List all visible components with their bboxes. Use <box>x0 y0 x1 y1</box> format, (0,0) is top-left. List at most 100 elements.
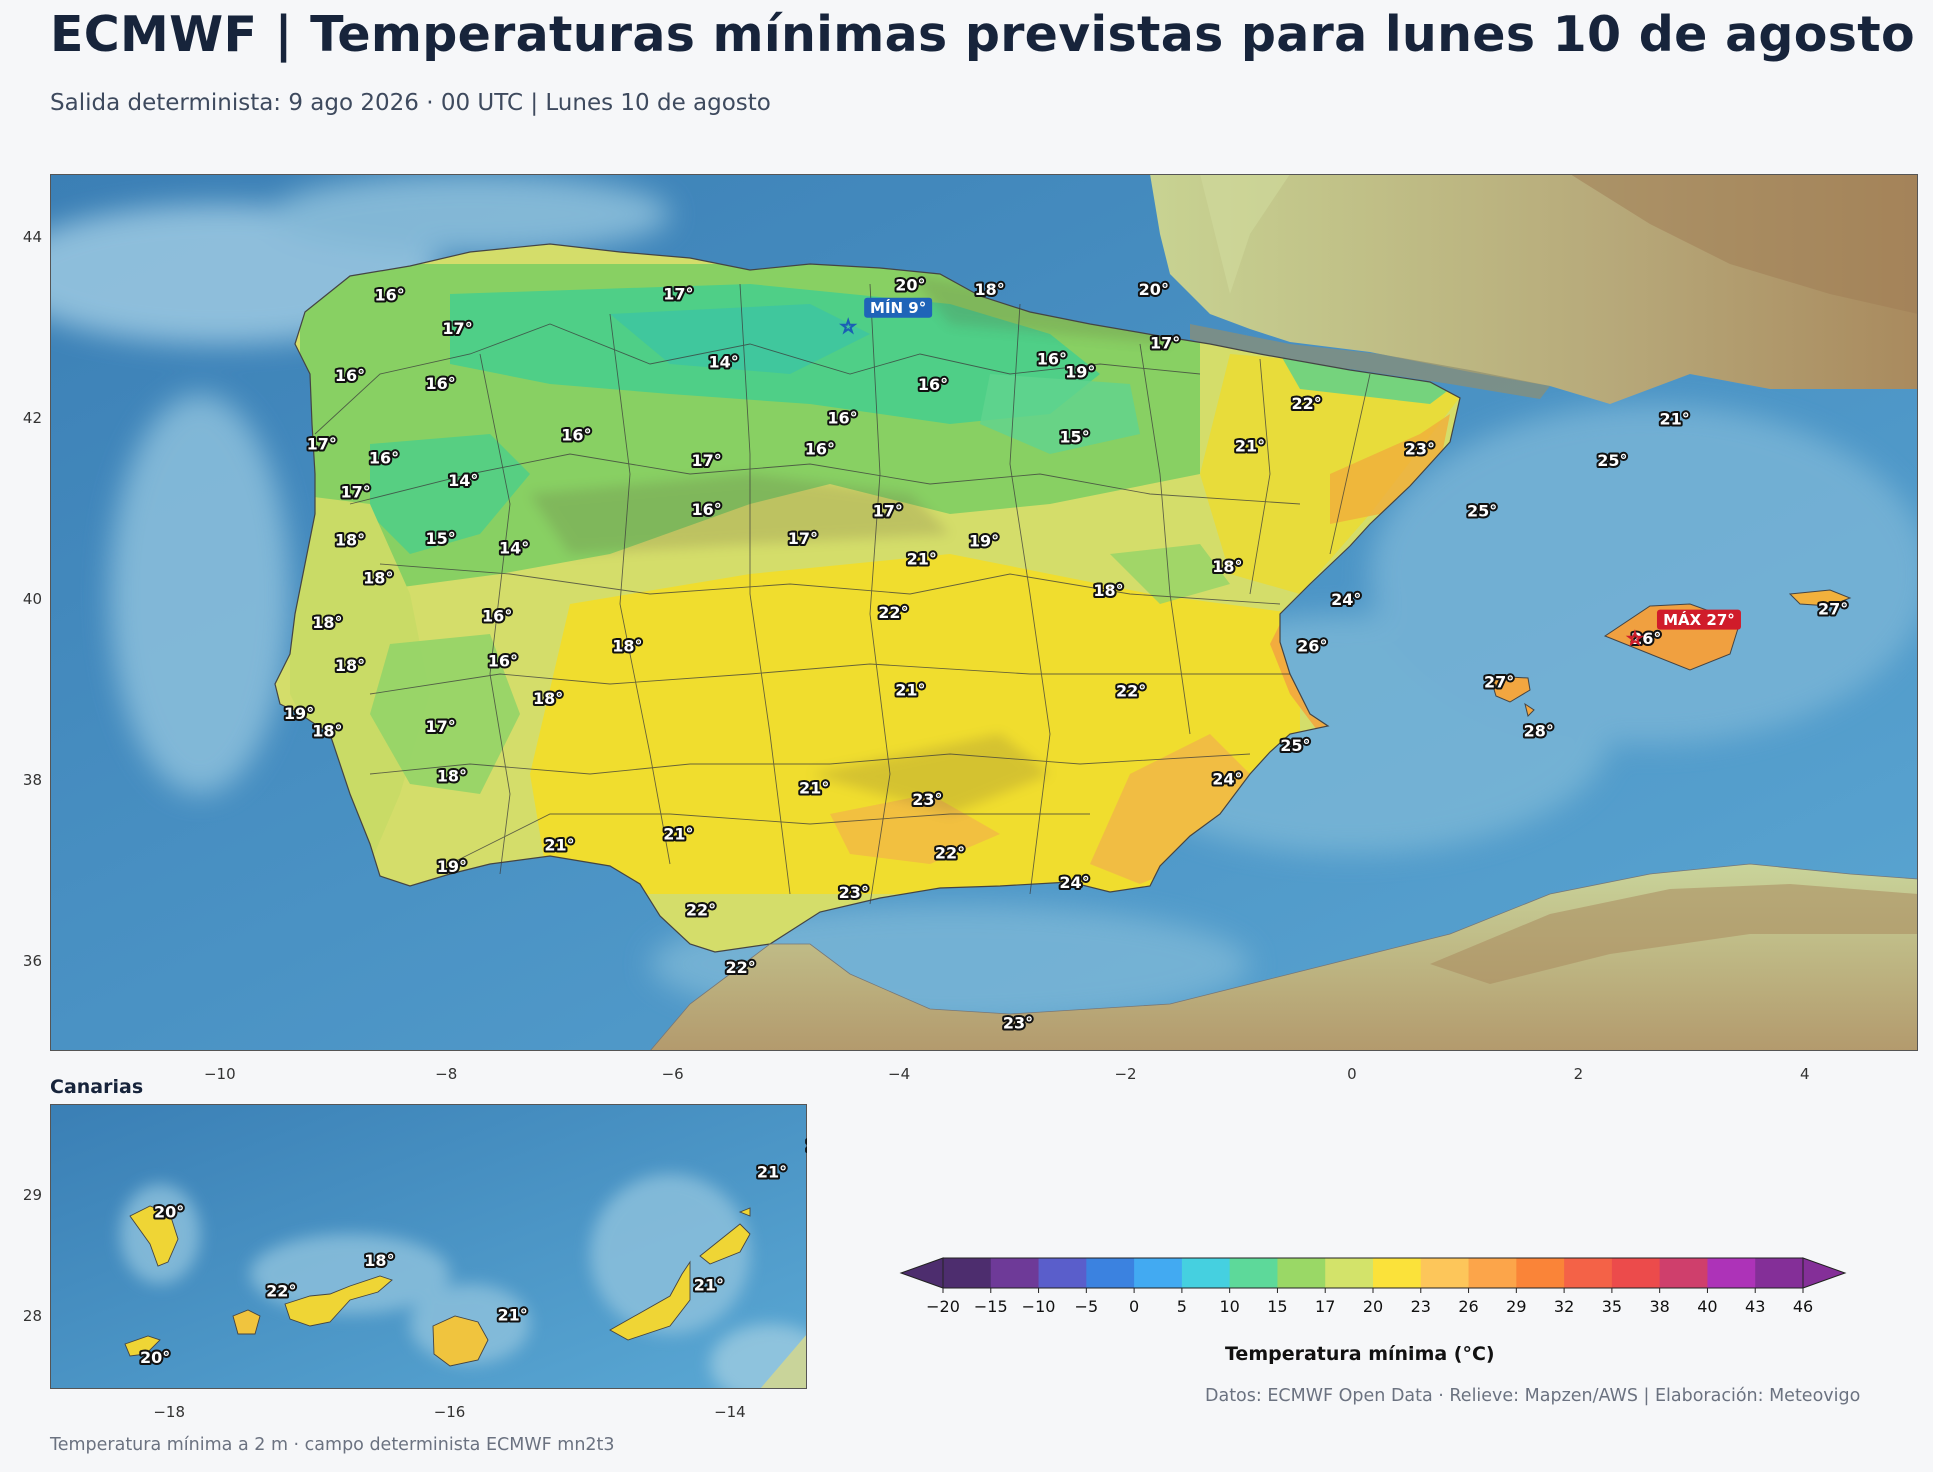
colorbar-swatch <box>1229 1258 1278 1288</box>
y-tick-label: 42 <box>22 409 42 428</box>
temperature-label: 16° <box>488 652 518 671</box>
colorbar-swatch <box>1755 1258 1804 1288</box>
temperature-label: 18° <box>437 767 467 786</box>
colorbar-swatch <box>1516 1258 1565 1288</box>
inset-temperature-label: 20° <box>140 1348 170 1367</box>
temperature-label: 17° <box>691 451 721 470</box>
temperature-label: 17° <box>663 285 693 304</box>
temperature-label: 17° <box>442 319 472 338</box>
temperature-label: 27° <box>1484 673 1514 692</box>
temperature-label: 22° <box>725 958 755 977</box>
colorbar-min-arrow <box>899 1257 944 1289</box>
inset-temperature-label: 20° <box>154 1203 184 1222</box>
temperature-label: 16° <box>918 375 948 394</box>
temperature-label: 27° <box>1818 599 1848 618</box>
colorbar-tick-label: 32 <box>1554 1297 1574 1316</box>
temperature-label: 14° <box>499 539 529 558</box>
temperature-label: 20° <box>1139 280 1169 299</box>
colorbar-tick-label: 46 <box>1793 1297 1813 1316</box>
temperature-label: 24° <box>1331 590 1361 609</box>
inset-temperature-label: 22° <box>266 1281 296 1300</box>
colorbar-tick-label: 35 <box>1602 1297 1622 1316</box>
temperature-label: 18° <box>335 656 365 675</box>
max-badge <box>1656 609 1741 630</box>
temperature-label: 17° <box>341 483 371 502</box>
colorbar-swatch <box>1707 1258 1756 1288</box>
colorbar-tick-label: 43 <box>1745 1297 1765 1316</box>
temperature-label: 16° <box>375 286 405 305</box>
colorbar-tick-label: 0 <box>1129 1297 1139 1316</box>
temperature-label: 14° <box>708 352 738 371</box>
colorbar-tick-label: 40 <box>1697 1297 1717 1316</box>
temperature-label: 21° <box>895 681 925 700</box>
colorbar-swatch <box>1468 1258 1517 1288</box>
temperature-label: 17° <box>1150 333 1180 352</box>
temperature-label: 22° <box>935 843 965 862</box>
temperature-label: 21° <box>799 778 829 797</box>
colorbar-swatch <box>1325 1258 1374 1288</box>
temperature-label: 19° <box>437 857 467 876</box>
temperature-label: 16° <box>691 500 721 519</box>
colorbar-max-arrow <box>1802 1257 1847 1289</box>
page-subtitle: Salida determinista: 9 ago 2026 · 00 UTC… <box>50 90 771 116</box>
temperature-label: 21° <box>1235 437 1265 456</box>
temperature-label: 14° <box>448 471 478 490</box>
inset-x-tick-label: −16 <box>433 1403 466 1421</box>
temperature-label: 21° <box>907 550 937 569</box>
colorbar-tick-label: 10 <box>1219 1297 1239 1316</box>
temperature-label: 25° <box>1597 451 1627 470</box>
x-tick-label: −8 <box>435 1065 458 1083</box>
page-title: ECMWF | Temperaturas mínimas previstas p… <box>50 6 1915 63</box>
colorbar-swatch <box>990 1258 1040 1288</box>
x-tick-label: 2 <box>1573 1065 1584 1083</box>
colorbar-tick-label: −15 <box>974 1297 1008 1316</box>
inset-temperature-label: 21° <box>694 1275 724 1294</box>
inset-y-tick-label: 28 <box>22 1307 42 1326</box>
footnote: Temperatura mínima a 2 m · campo determi… <box>50 1435 615 1455</box>
x-tick-label: −4 <box>888 1065 911 1083</box>
x-tick-label: −6 <box>661 1065 684 1083</box>
temperature-label: 18° <box>1093 581 1123 600</box>
temperature-label: 21° <box>663 824 693 843</box>
colorbar-tick-label: 17 <box>1315 1297 1335 1316</box>
y-tick-label: 38 <box>22 770 42 789</box>
temperature-label: 18° <box>533 689 563 708</box>
temperature-label: 16° <box>335 366 365 385</box>
temperature-label: 19° <box>1065 362 1095 381</box>
x-tick-label: 0 <box>1347 1065 1357 1083</box>
colorbar-swatch <box>1659 1258 1708 1288</box>
colorbar-swatch <box>1277 1258 1326 1288</box>
colorbar-tick-label: −20 <box>926 1297 960 1316</box>
colorbar-swatch <box>1420 1258 1470 1288</box>
temperature-label: 25° <box>1280 736 1310 755</box>
temperature-label: 23° <box>1405 439 1435 458</box>
colorbar-swatch <box>1611 1258 1661 1288</box>
y-tick-label: 36 <box>22 951 42 970</box>
colorbar-swatch <box>1134 1258 1183 1288</box>
temperature-label: 17° <box>873 502 903 521</box>
colorbar: −20 −15 −10 −5 0 5 10 15 17 20 23 26 29 32 35 38 40 43 46 <box>899 1257 1847 1316</box>
temperature-label: 18° <box>312 613 342 632</box>
main-map: 16° 17° 17° 20° 18° 20° 16° 16° 14° 16° 19° 17° 16° 1… <box>50 174 1918 1051</box>
temperature-label: 19° <box>284 704 314 723</box>
inset-y-tick-label: 29 <box>22 1185 42 1204</box>
temperature-label: 18° <box>612 636 642 655</box>
temperature-label: 26° <box>1297 636 1327 655</box>
colorbar-swatch <box>1038 1258 1087 1288</box>
inset-temperature-label: 18° <box>364 1251 394 1270</box>
min-star-icon: ☆ <box>840 317 856 338</box>
temperature-label: 23° <box>839 883 869 902</box>
colorbar-tick-label: 23 <box>1411 1297 1431 1316</box>
colorbar-swatch <box>1181 1258 1231 1288</box>
temperature-label: 18° <box>975 280 1005 299</box>
max-label: MÁX 27° <box>1663 610 1735 629</box>
temperature-label: 23° <box>1003 1013 1033 1032</box>
temperature-label: 16° <box>425 374 455 393</box>
temperature-label: 18° <box>363 569 393 588</box>
x-tick-label: 4 <box>1800 1065 1810 1083</box>
x-tick-label: −10 <box>203 1065 236 1083</box>
temperature-label: 16° <box>805 439 835 458</box>
colorbar-tick-label: 5 <box>1177 1297 1187 1316</box>
temperature-label: 24° <box>1212 769 1242 788</box>
temperature-label: 20° <box>895 276 925 295</box>
